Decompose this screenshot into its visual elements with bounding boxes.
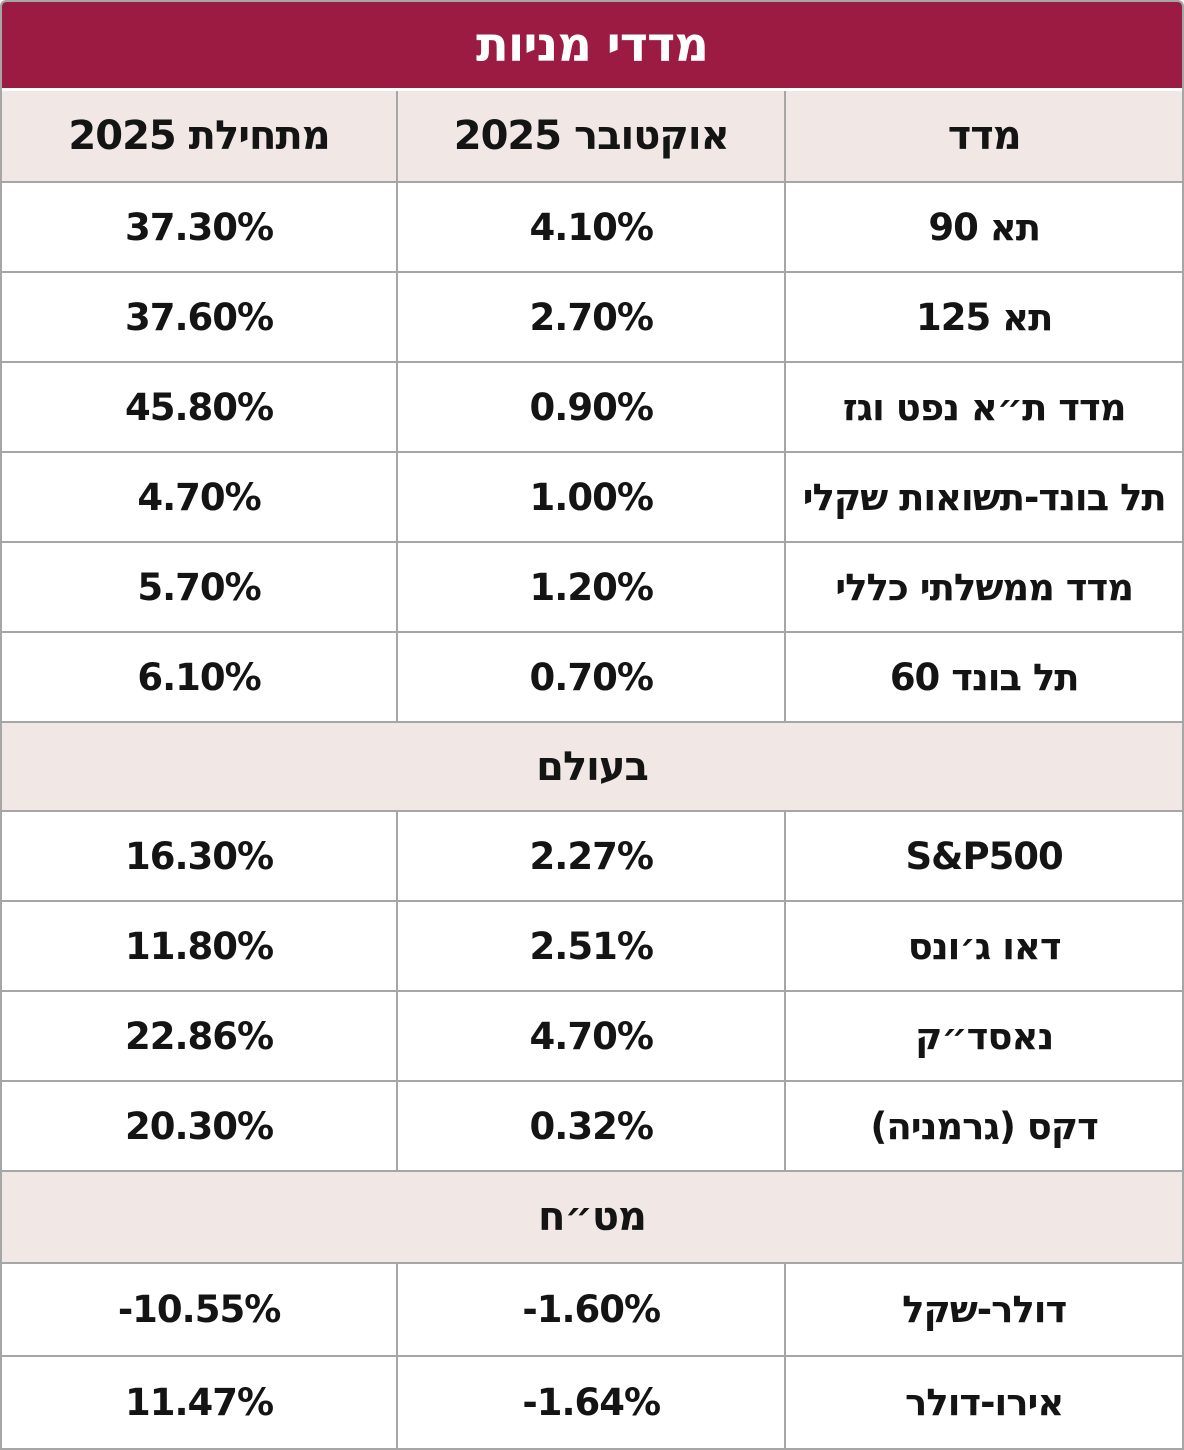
section-label-world: בעולם <box>536 743 649 790</box>
table-row-dax: דקס (גרמניה) 0.32% 20.30% <box>2 1080 1182 1170</box>
ytd-value-cell: 5.70% <box>137 565 261 609</box>
index-cell: תא 125 <box>784 273 1182 361</box>
table-row-eur-usd: אירו-דולר -1.64% 11.47% <box>2 1355 1182 1448</box>
october-value-cell: 0.90% <box>396 363 784 451</box>
index-cell: תל בונד-תשואות שקלי <box>784 453 1182 541</box>
index-cell: S&P500 <box>784 812 1182 900</box>
index-cell: מדד ת״א נפט וגז <box>784 363 1182 451</box>
ytd-value-cell: 4.70% <box>137 475 261 519</box>
index-cell: דאו ג׳ונס <box>784 902 1182 990</box>
october-value-cell: -1.60% <box>396 1264 784 1355</box>
column-header-row: מדד אוקטובר 2025 מתחילת 2025 <box>2 91 1182 181</box>
ytd-value-cell: -10.55% <box>117 1288 281 1331</box>
ytd-value-cell: 16.30% <box>125 834 274 878</box>
october-value-cell: 2.51% <box>396 902 784 990</box>
october-value-cell: 2.27% <box>396 812 784 900</box>
ytd-value-cell: 20.30% <box>125 1104 274 1148</box>
index-cell: נאסד״ק <box>784 992 1182 1080</box>
table-row-sp500: S&P500 2.27% 16.30% <box>2 810 1182 900</box>
ytd-value-cell: 45.80% <box>125 385 274 429</box>
index-cell: מדד ממשלתי כללי <box>784 543 1182 631</box>
section-row-forex: מט״ח <box>2 1170 1182 1262</box>
index-cell: תא 90 <box>784 183 1182 271</box>
table-row-nasdaq: נאסד״ק 4.70% 22.86% <box>2 990 1182 1080</box>
october-value-cell: 2.70% <box>396 273 784 361</box>
table-row-telbond60: תל בונד 60 0.70% 6.10% <box>2 631 1182 721</box>
table-title: מדדי מניות <box>476 17 709 73</box>
october-value-cell: -1.64% <box>396 1357 784 1448</box>
index-cell: דולר-שקל <box>784 1264 1182 1355</box>
section-label-forex: מט״ח <box>538 1194 647 1240</box>
table-row-ta90: תא 90 4.10% 37.30% <box>2 181 1182 271</box>
table-row-usd-ils: דולר-שקל -1.60% -10.55% <box>2 1262 1182 1355</box>
table-row-telbond-shekel-yields: תל בונד-תשואות שקלי 1.00% 4.70% <box>2 451 1182 541</box>
october-value-cell: 4.10% <box>396 183 784 271</box>
october-value-cell: 0.70% <box>396 633 784 721</box>
index-cell: דקס (גרמניה) <box>784 1082 1182 1170</box>
section-row-world: בעולם <box>2 721 1182 810</box>
october-value-cell: 0.32% <box>396 1082 784 1170</box>
october-value-cell: 4.70% <box>396 992 784 1080</box>
col-header-ytd: מתחילת 2025 <box>68 113 330 159</box>
col-header-index: מדד <box>784 91 1182 181</box>
ytd-value-cell: 37.30% <box>125 205 274 249</box>
table-row-ta-oil-gas: מדד ת״א נפט וגז 0.90% 45.80% <box>2 361 1182 451</box>
ytd-value-cell: 6.10% <box>137 655 261 699</box>
ytd-value-cell: 11.80% <box>125 924 274 968</box>
ytd-value-cell: 37.60% <box>125 295 274 339</box>
table-row-ta125: תא 125 2.70% 37.60% <box>2 271 1182 361</box>
col-header-october: אוקטובר 2025 <box>396 91 784 181</box>
table-row-dow-jones: דאו ג׳ונס 2.51% 11.80% <box>2 900 1182 990</box>
october-value-cell: 1.00% <box>396 453 784 541</box>
index-cell: אירו-דולר <box>784 1357 1182 1448</box>
october-value-cell: 1.20% <box>396 543 784 631</box>
table-row-general-government: מדד ממשלתי כללי 1.20% 5.70% <box>2 541 1182 631</box>
table-title-bar: מדדי מניות <box>2 2 1182 91</box>
index-cell: תל בונד 60 <box>784 633 1182 721</box>
ytd-value-cell: 22.86% <box>125 1014 274 1058</box>
ytd-value-cell: 11.47% <box>125 1381 274 1424</box>
